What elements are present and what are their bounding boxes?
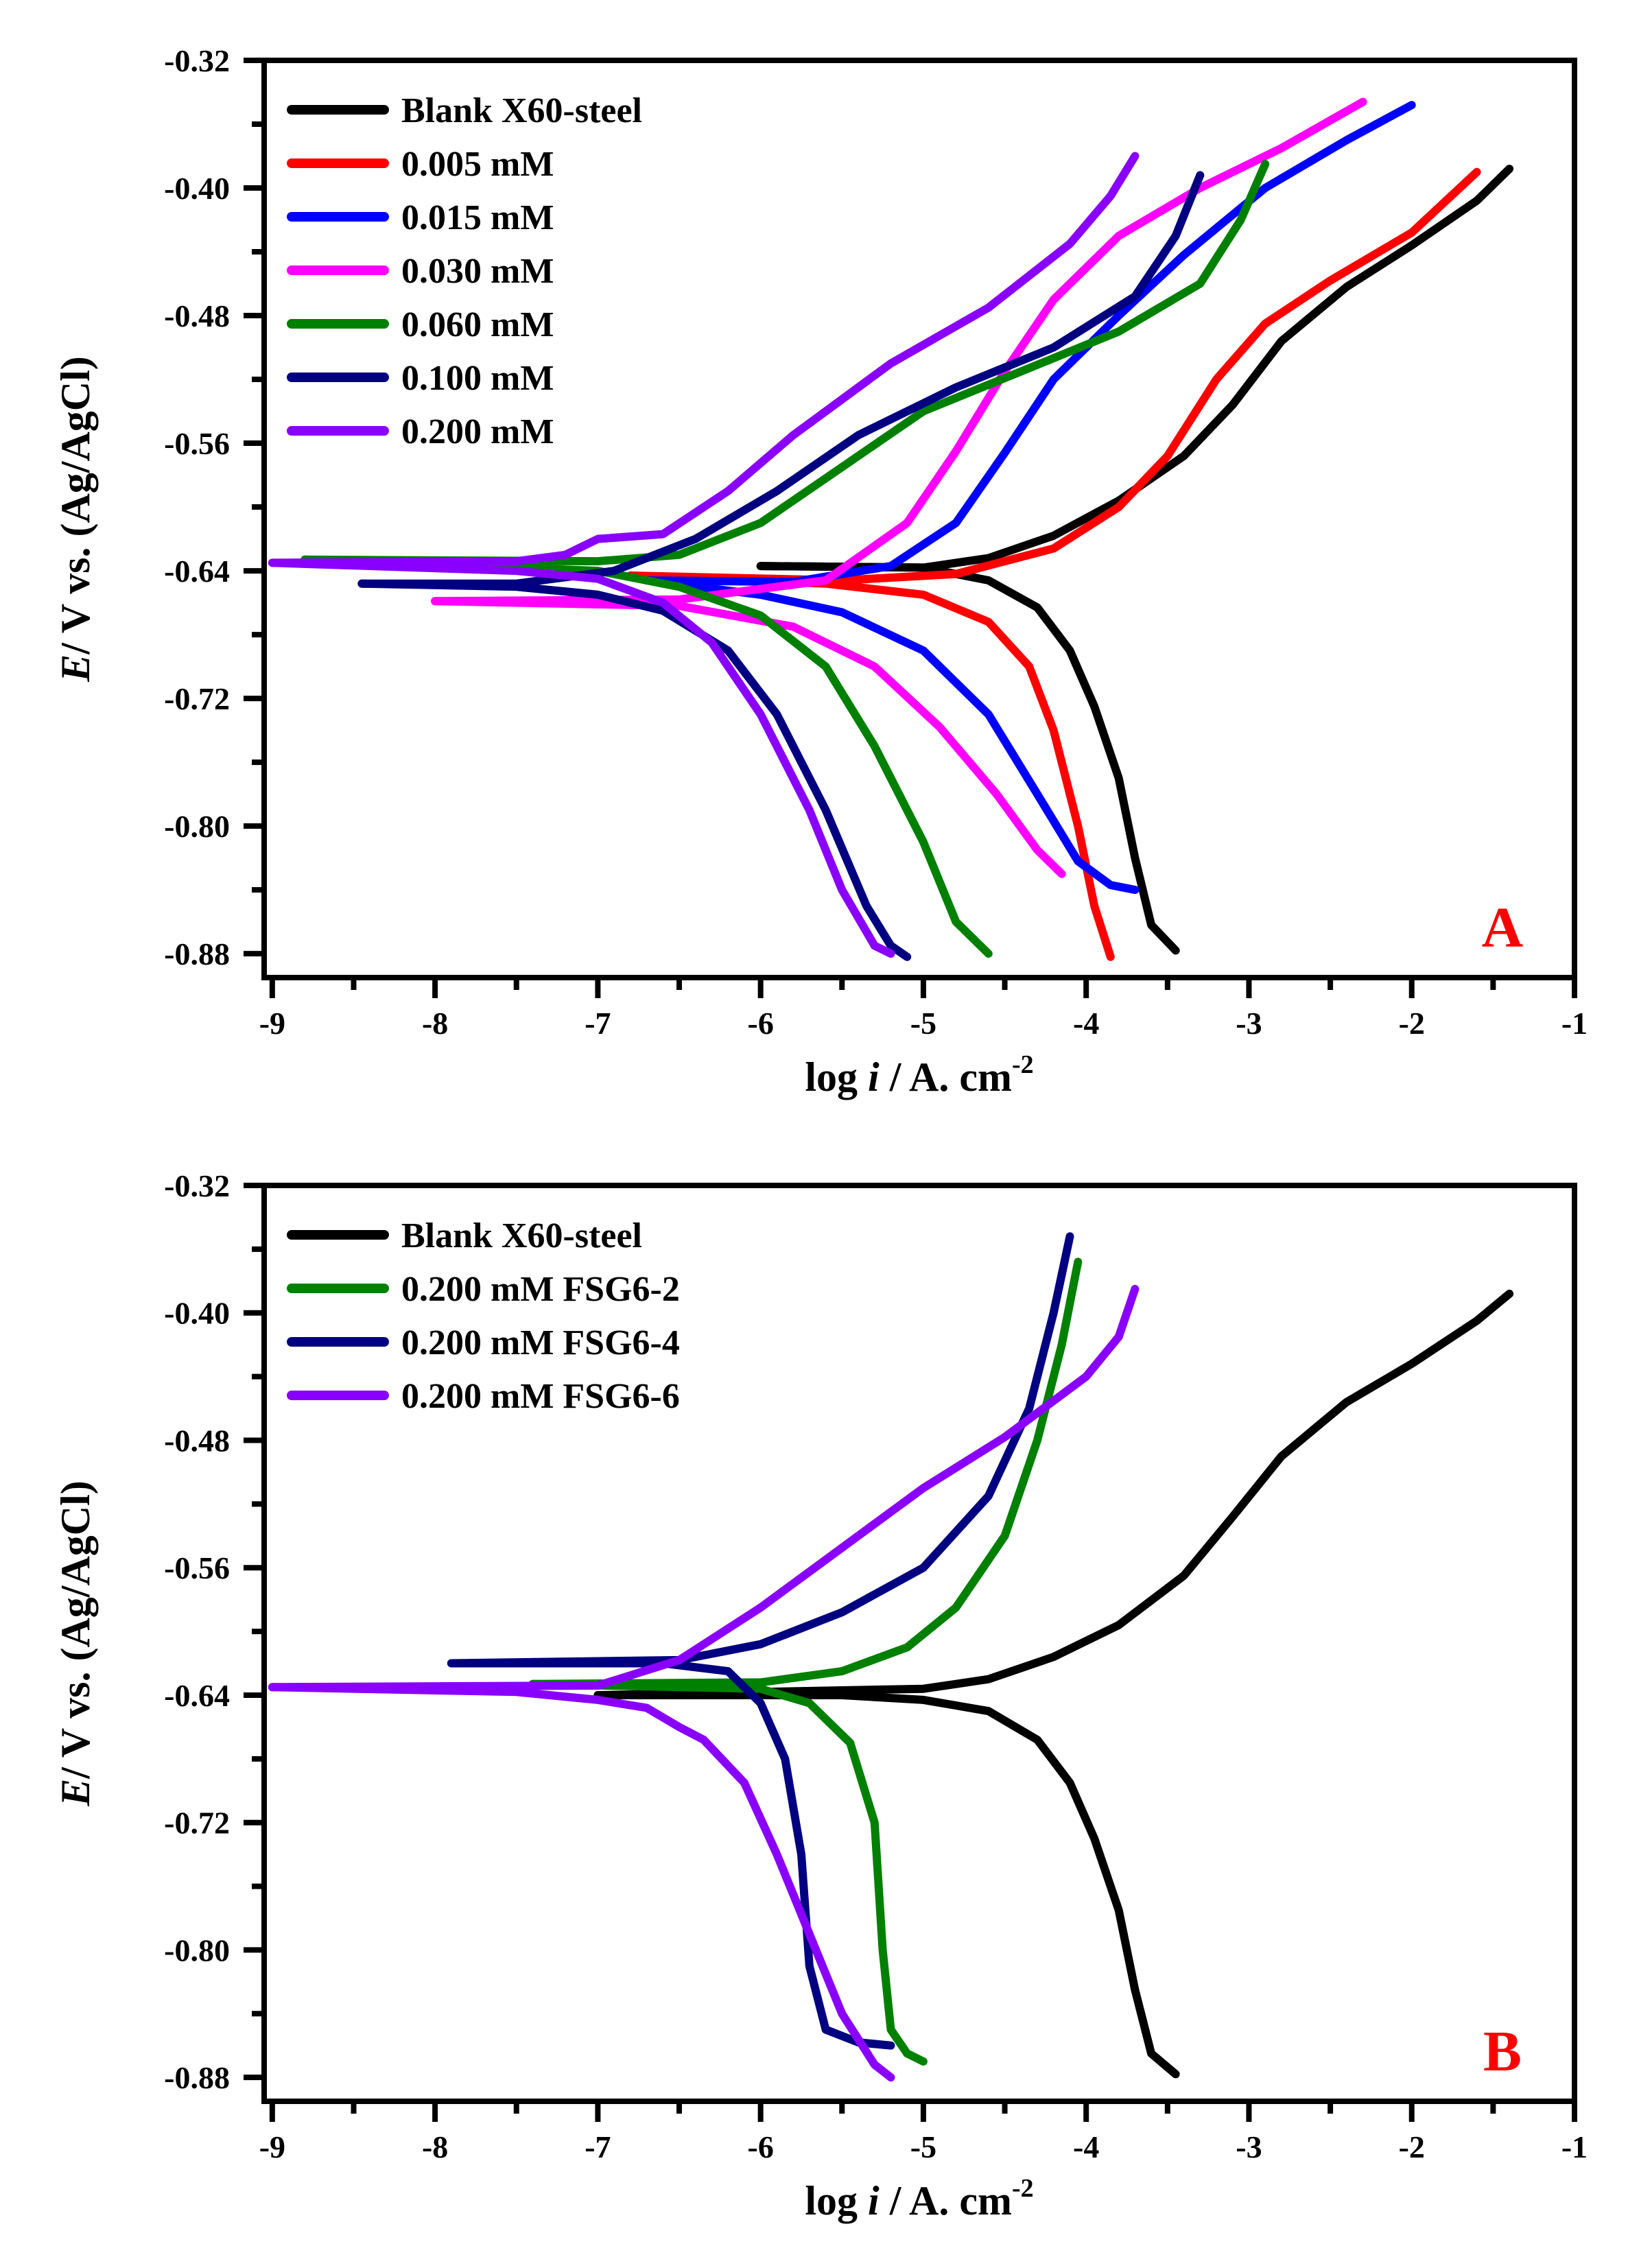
y-tick-label: -0.64 [164,1678,230,1713]
series-line-4-anodic [431,97,1367,606]
x-axis-title-sup: -2 [1012,1050,1034,1079]
x-tick-label: -6 [748,1006,774,1041]
series-line-3-anodic [447,1232,1074,1668]
series-line-3-cathodic [642,576,1140,895]
y-tick-label: -0.88 [164,936,230,971]
y-tick-label: -0.80 [164,1933,230,1968]
legend: Blank X60-steel 0.005 mM 0.015 mM 0.030 mM 0… [287,91,642,451]
x-tick-label: -9 [259,1006,285,1041]
x-axis-title-var: i [868,2178,880,2223]
legend-entry-4: 0.200 mM FSG6-6 [401,1377,680,1416]
y-tick-label: -0.80 [164,809,230,844]
series-line-6-cathodic [357,579,912,961]
y-axis-title-rest: / V vs. (Ag/AgCl) [53,356,98,654]
x-tick-label: -7 [585,2129,611,2164]
chart-panel-b: -9 -8 -7 -6 -5 -4 -3 -2 -1 -0.32 -0.40 -0.48 -0.56 -0… [53,1168,1588,2223]
series-line-1-cathodic [593,1691,1180,2079]
x-tick-label: -2 [1399,2129,1425,2164]
x-tick-label: -5 [910,2129,936,2164]
x-axis-title-prefix: log [805,2178,868,2223]
x-tick-label: -1 [1561,2129,1588,2164]
x-tick-label: -5 [910,1006,936,1041]
legend-entry-4: 0.030 mM [401,252,554,291]
x-tick-label: -2 [1399,1006,1425,1041]
legend-entry-6: 0.100 mM [401,359,554,398]
panel-label: A [1482,896,1524,960]
series-line-7-cathodic [268,558,895,958]
x-tick-label: -7 [585,1006,611,1041]
series-line-4-cathodic [268,1683,895,2082]
y-tick-label: -0.72 [164,1806,230,1841]
legend-entry-3: 0.015 mM [401,198,554,237]
x-tick-label: -4 [1073,1006,1099,1041]
series-line-4-cathodic [431,597,1066,878]
series-line-2-anodic [626,167,1481,584]
x-tick-label: -3 [1236,2129,1262,2164]
y-axis-title: E/ V vs. (Ag/AgCl) [53,356,98,683]
y-axis-title-var: E [53,1779,98,1807]
x-tick-label: -4 [1073,2129,1099,2164]
series-line-2-anodic [528,1257,1083,1688]
y-tick-label: -0.32 [164,43,230,78]
series-line-3-anodic [642,101,1416,587]
y-tick-label: -0.40 [164,171,230,206]
chart-panel-a: -9 -8 -7 -6 -5 -4 -3 -2 -1 -0.32 -0.40 -0.48 -0.56 -0… [53,43,1588,1100]
y-tick-label: -0.40 [164,1296,230,1331]
y-tick-label: -0.72 [164,681,230,716]
series-line-4-anodic [268,1284,1140,1692]
series-line-1-anodic [756,165,1514,572]
x-tick-label: -6 [748,2129,774,2164]
legend-entry-2: 0.200 mM FSG6-2 [401,1270,680,1309]
series-line-5-cathodic [300,555,993,958]
x-axis-title-var: i [868,1054,880,1100]
y-tick-label: -0.48 [164,1423,230,1458]
x-axis-title-suffix: / A. cm [880,2178,1012,2223]
y-tick-label: -0.48 [164,298,230,333]
y-tick-label: -0.56 [164,426,230,461]
series-line-2-cathodic [626,571,1115,961]
x-axis-title-prefix: log [805,1054,868,1100]
y-axis-title-var: E [53,654,98,683]
series-line-3-cathodic [447,1659,895,2050]
plot-frame [261,58,1577,980]
y-axis-title-rest: / V vs. (Ag/AgCl) [53,1480,98,1779]
legend: Blank X60-steel 0.200 mM FSG6-2 0.200 mM F… [287,1216,680,1416]
y-tick-label: -0.88 [164,2060,230,2095]
legend-entry-1: Blank X60-steel [401,1216,642,1255]
x-tick-label: -8 [422,2129,448,2164]
x-tick-label: -1 [1561,1006,1588,1041]
x-axis-title: log i / A. cm-2 [805,2174,1033,2223]
series-line-7-anodic [268,152,1140,567]
plot-frame [261,1183,1577,2104]
x-tick-label: -9 [259,2129,285,2164]
x-tick-label: -3 [1236,1006,1262,1041]
legend-entry-1: Blank X60-steel [401,91,642,130]
y-axis-title: E/ V vs. (Ag/AgCl) [53,1480,98,1807]
y-tick-label: -0.32 [164,1168,230,1203]
panel-label: B [1483,2020,1522,2083]
x-axis-title: log i / A. cm-2 [805,1050,1033,1100]
legend-entry-5: 0.060 mM [401,305,554,344]
y-tick-label: -0.56 [164,1550,230,1585]
legend-entry-3: 0.200 mM FSG6-4 [401,1323,680,1362]
legend-entry-2: 0.005 mM [401,145,554,184]
y-tick-label: -0.64 [164,554,230,589]
x-axis-title-suffix: / A. cm [880,1054,1012,1100]
series-line-2-cathodic [528,1679,928,2066]
x-axis-title-sup: -2 [1012,2174,1034,2203]
x-tick-label: -8 [422,1006,448,1041]
legend-entry-7: 0.200 mM [401,412,554,451]
series-line-1-anodic [593,1289,1514,1699]
